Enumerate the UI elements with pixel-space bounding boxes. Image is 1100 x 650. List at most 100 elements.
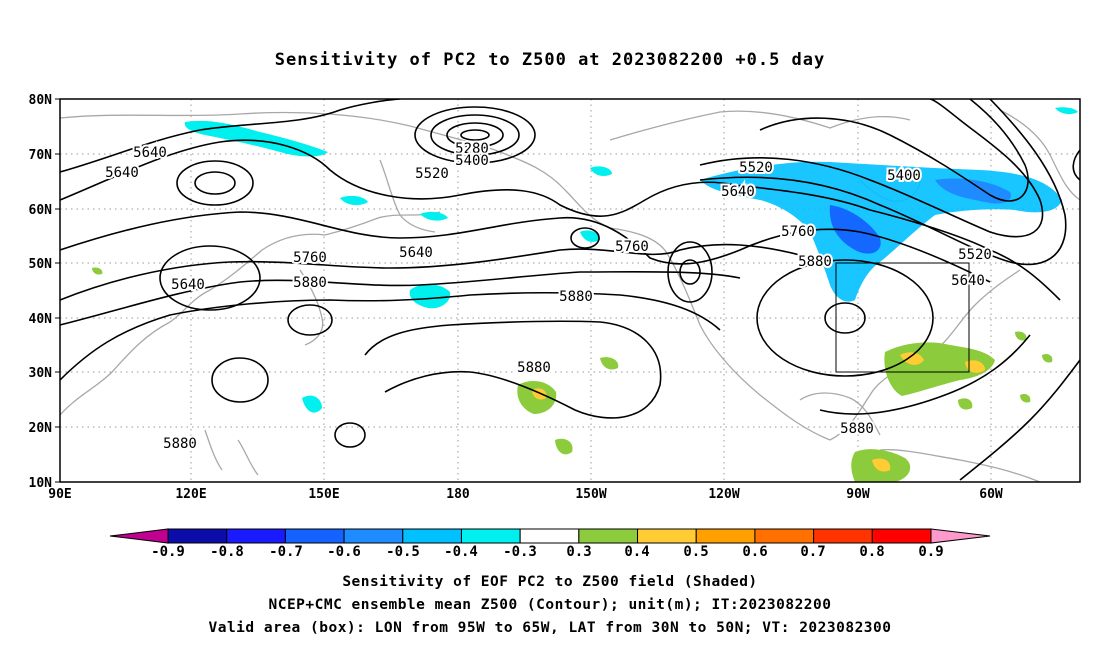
contour-label: 5760 [781,224,815,240]
shade-negative-east-canada [700,162,1062,302]
coastline-islands [205,430,258,475]
colorbar-bin [285,529,344,543]
colorbar-tick-label: -0.9 [151,544,185,560]
lon-tick-label: 150W [575,487,606,502]
contour-label: 5760 [293,250,327,266]
coastline-asia [60,212,440,415]
colorbar-tick-label: -0.7 [269,544,303,560]
shade-negative-small-5 [420,212,448,221]
colorbar-tick-label: -0.3 [503,544,537,560]
colorbar-bin [227,529,286,543]
contour-ring [212,358,268,402]
lon-tick-label: 120W [708,487,739,502]
colorbar-bin [520,529,579,543]
shade-negative-siberia [185,121,328,157]
colorbar-tick-label: 0.3 [566,544,591,560]
contour-ring [195,172,235,194]
colorbar [110,529,990,543]
colorbar-bin [344,529,403,543]
lat-tick-label: 50N [29,257,53,272]
contour-label: 5880 [559,289,593,305]
latitude-labels: 80N 70N 60N 50N 40N 30N 20N 10N [29,93,53,491]
lat-tick-label: 80N [29,93,53,108]
contour-label: 5520 [415,166,449,182]
contour-label: 5880 [840,421,874,437]
contour-label: 5520 [739,160,773,176]
contour-line [60,140,1060,300]
colorbar-tick-label: 0.4 [624,544,649,560]
shade-positive-small-3 [600,357,618,369]
contour-ring [461,130,489,140]
colorbar-bin [696,529,755,543]
contour-label: 5640 [171,277,205,293]
caption-line-1: Sensitivity of EOF PC2 to Z500 field (Sh… [0,574,1100,590]
lon-tick-label: 60W [979,487,1003,502]
colorbar-bin [461,529,520,543]
longitude-labels: 90E 120E 150E 180 150W 120W 90W 60W [48,487,1003,502]
colorbar-tick-label: 0.5 [683,544,708,560]
colorbar-max-arrow [931,529,990,543]
colorbar-tick-label: -0.4 [444,544,478,560]
lat-tick-label: 20N [29,421,53,436]
lon-tick-label: 90E [48,487,71,502]
shade-positive-small-2 [958,398,972,409]
lon-tick-label: 120E [175,487,206,502]
coastline-na-west [668,255,830,440]
contour-label: 5640 [105,165,139,181]
shade-positive-small-7 [92,267,102,274]
contour-label: 5760 [615,239,649,255]
lon-tick-label: 180 [446,487,470,502]
contour-label: 5640 [133,145,167,161]
contour-ring [288,305,332,335]
shade-positive-small-5 [1020,394,1030,403]
contour-label: 5640 [951,273,985,289]
colorbar-tick-label: -0.6 [327,544,361,560]
colorbar-min-arrow [110,529,168,543]
colorbar-tick-label: -0.5 [386,544,420,560]
shade-negative-pacific [410,284,451,308]
shade-positive-small-6 [1042,354,1052,363]
lat-tick-label: 70N [29,148,53,163]
caption-line-3: Valid area (box): LON from 95W to 65W, L… [0,620,1100,636]
lon-tick-label: 90W [846,487,870,502]
contour-ring [335,423,365,447]
contour-label: 5880 [293,275,327,291]
contour-label: 5880 [163,436,197,452]
colorbar-labels: -0.9 -0.8 -0.7 -0.6 -0.5 -0.4 -0.3 0.3 0… [151,544,944,560]
lat-tick-label: 60N [29,203,53,218]
colorbar-bin [814,529,873,543]
caption-line-2: NCEP+CMC ensemble mean Z500 (Contour); u… [0,597,1100,613]
shade-positive-small-1 [555,439,573,455]
figure-page: { "title": "Sensitivity of PC2 to Z500 a… [0,0,1100,650]
contour-line [365,321,661,418]
shade-negative-small-6 [1055,107,1078,114]
contour-label: 5520 [958,247,992,263]
map-panel: 5640 5640 5640 5640 5280 5400 5520 5640 … [0,0,1100,650]
shade-negative-small-2 [302,396,322,413]
contour-label: 5640 [399,245,433,261]
colorbar-bin [872,529,931,543]
colorbar-tick-label: 0.9 [918,544,943,560]
colorbar-tick-label: -0.8 [210,544,244,560]
colorbar-bin [403,529,462,543]
contour-label: 5640 [721,184,755,200]
colorbar-bin [168,529,227,543]
contour-line [960,360,1080,480]
contour-label: 5880 [517,360,551,376]
shade-negative-small-4 [590,166,612,176]
lat-tick-label: 40N [29,312,53,327]
colorbar-tick-label: 0.8 [859,544,884,560]
shade-positive-small-4 [1015,331,1026,340]
contour-label: 5880 [798,254,832,270]
colorbar-tick-label: 0.6 [742,544,767,560]
colorbar-bin [638,529,697,543]
colorbar-bin [579,529,638,543]
lat-tick-label: 30N [29,366,53,381]
contour-ring [177,161,253,205]
contour-label: 5400 [887,168,921,184]
shade-negative-small-1 [340,196,368,205]
lon-tick-label: 150E [308,487,339,502]
colorbar-tick-label: 0.7 [800,544,825,560]
colorbar-bin [755,529,814,543]
contour-label: 5400 [455,153,489,169]
